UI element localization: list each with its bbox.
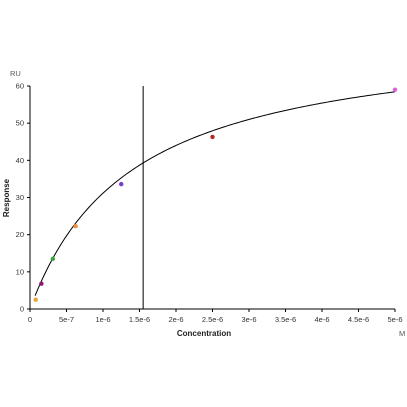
x-tick-label: 1.5e-6 [129,315,150,324]
x-tick-label: 0 [28,315,32,324]
x-tick-label: 3.5e-6 [275,315,296,324]
data-point [392,87,398,92]
data-point [73,223,78,229]
x-tick-label: 5e-7 [59,315,74,324]
y-tick-label: 60 [16,82,24,91]
y-tick-label: 20 [16,230,24,239]
data-point [210,134,215,140]
x-axis-title: Concentration [177,329,231,338]
fit-layer [34,91,396,296]
x-unit-label: M [399,329,405,338]
data-point [33,297,38,302]
y-tick-label: 40 [16,156,24,165]
y-tick-label: 50 [16,119,24,128]
x-tick-label: 2.5e-6 [202,315,223,324]
x-tick-label: 5e-6 [387,315,402,324]
x-tick-label: 1e-6 [95,315,110,324]
fit-curve [34,91,396,296]
y-tick-label: 0 [20,305,24,314]
x-tick-label: 3e-6 [241,315,256,324]
ticks-layer: 0 5e-7 1e-6 1.5e-6 2e-6 2.5e-6 3e-6 3.5e-6 4e-6 4… [16,82,403,325]
x-tick-label: 2e-6 [168,315,183,324]
points-layer [33,87,398,302]
x-tick-label: 4.5e-6 [348,315,369,324]
y-axis-title: Response [2,178,11,217]
y-unit-label: RU [10,69,21,78]
x-tick-label: 4e-6 [314,315,329,324]
y-tick-label: 30 [16,193,24,202]
y-tick-label: 10 [16,267,24,276]
data-point [39,281,44,286]
data-point [119,181,124,187]
data-point [50,256,56,262]
